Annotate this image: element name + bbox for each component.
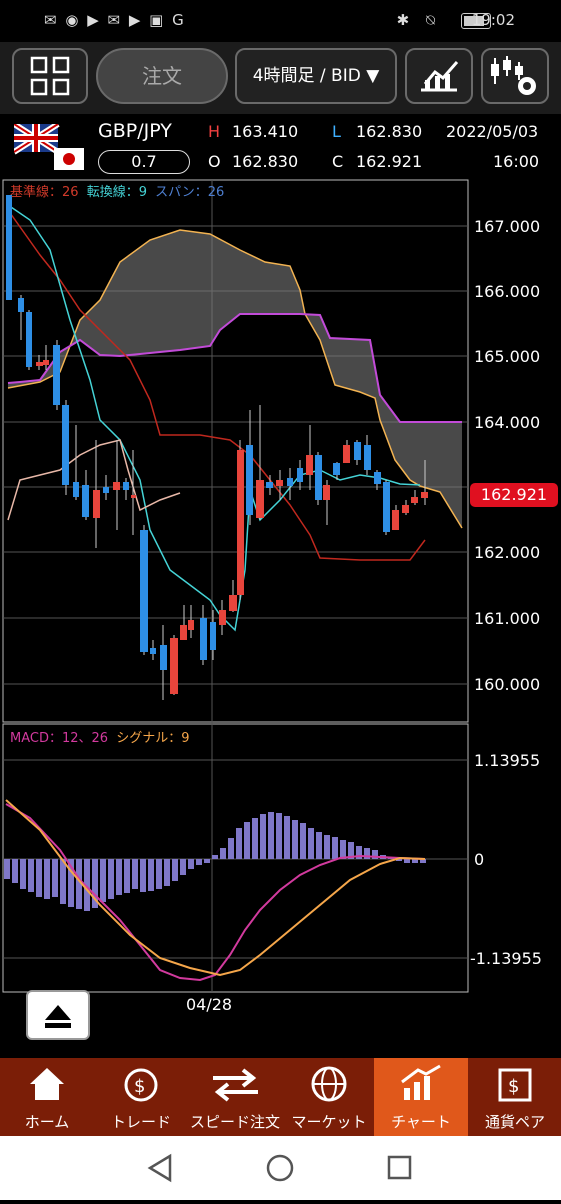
price-tick: 165.000 — [474, 347, 540, 366]
layout-grid-button[interactable] — [12, 48, 88, 104]
nav-label: 通貨ペア — [484, 1113, 545, 1131]
macd-histogram — [4, 812, 426, 911]
signal-legend-label: シグナル：9 — [116, 731, 189, 746]
svg-text:$: $ — [508, 1076, 519, 1097]
recents-icon[interactable] — [387, 1155, 412, 1180]
current-price-tag: 162.921 — [470, 483, 558, 507]
date-value: 2022/05/03 — [446, 122, 539, 141]
svg-text:$: $ — [134, 1076, 145, 1097]
chart-type-button[interactable] — [405, 48, 473, 104]
close-label: C — [332, 152, 344, 171]
currency-pair-icon: $ — [498, 1068, 532, 1102]
senkou-span-b-line — [7, 313, 462, 423]
nav-label: ホーム — [24, 1113, 70, 1131]
macd-tick: 1.13955 — [474, 751, 540, 770]
macd-legend-label: MACD：12、26 — [10, 731, 108, 746]
kijun-legend: 基準線：26 — [10, 184, 79, 200]
high-value: 163.410 — [232, 122, 299, 141]
macd-line — [5, 803, 426, 982]
nav-label: スピード注文 — [189, 1113, 280, 1131]
ichimoku-cloud — [8, 230, 462, 528]
eject-icon — [45, 1005, 71, 1028]
price-tick: 166.000 — [474, 282, 540, 301]
timeframe-dropdown[interactable]: 4時間足 / BID ▼ — [235, 48, 397, 104]
nav-chart[interactable]: チャート — [374, 1058, 468, 1136]
price-tick: 164.000 — [474, 413, 540, 432]
currency-pair-label: GBP/JPY — [98, 120, 172, 142]
home-icon — [30, 1068, 64, 1100]
speed-order-icon — [213, 1068, 258, 1102]
ichimoku-legend: 基準線：26 転換線：9 スパン：26 — [10, 184, 224, 200]
order-button[interactable]: 注文 — [96, 48, 228, 104]
grid-icon — [30, 56, 70, 96]
low-label: L — [332, 122, 341, 141]
trade-icon: $ — [124, 1068, 158, 1102]
status-bar: ✉ ◉ ▶ ✉ ▶ ▣ G ✱ ⍉ 19:02 — [0, 0, 561, 42]
home-system-icon[interactable] — [266, 1154, 294, 1182]
back-icon[interactable] — [147, 1153, 172, 1183]
low-value: 162.830 — [356, 122, 423, 141]
notification-icons: ✉ ◉ ▶ ✉ ▶ ▣ G — [44, 11, 186, 29]
macd-tick: -1.13955 — [470, 949, 542, 968]
chart-toolbar: 注文 4時間足 / BID ▼ — [0, 42, 561, 114]
tenkan-legend: 転換線：9 — [87, 184, 147, 200]
close-value: 162.921 — [356, 152, 423, 171]
price-tick: 167.000 — [474, 217, 540, 236]
candlesticks — [6, 195, 428, 700]
price-tick: 161.000 — [474, 609, 540, 628]
signal-line — [5, 799, 426, 977]
line-chart-icon — [421, 61, 459, 92]
collapse-panel-button[interactable] — [26, 990, 90, 1040]
time-value: 16:00 — [493, 152, 540, 171]
timeframe-label: 4時間足 / BID — [252, 66, 361, 86]
nav-currency-pair[interactable]: $ 通貨ペア — [468, 1058, 561, 1136]
macd-axis-labels: 1.13955 0 -1.13955 — [470, 751, 542, 968]
nav-label: トレード — [110, 1113, 171, 1131]
status-icons: ✱ ⍉ — [396, 11, 441, 29]
bottom-navigation: ホーム $ トレード スピード注文 マーケット チャート $ 通貨ペア — [0, 1058, 561, 1136]
date-axis-label: 04/28 — [186, 995, 232, 1014]
nav-speed-order[interactable]: スピード注文 — [188, 1058, 282, 1136]
macd-legend: MACD：12、26 シグナル：9 — [10, 731, 189, 746]
globe-icon — [311, 1066, 347, 1102]
chart-icon — [401, 1064, 441, 1100]
rate-info-bar: GBP/JPY 0.7 H 163.410 O 162.830 L 162.83… — [0, 114, 561, 178]
nav-label: チャート — [391, 1113, 451, 1131]
nav-market[interactable]: マーケット — [282, 1058, 376, 1136]
macd-tick: 0 — [474, 850, 484, 869]
kijun-line — [7, 209, 426, 561]
open-label: O — [208, 152, 221, 171]
nav-trade[interactable]: $ トレード — [94, 1058, 188, 1136]
chikou-span-line — [7, 439, 181, 521]
candle-gear-icon — [491, 56, 536, 95]
price-axis-labels: 167.000 166.000 165.000 164.000 162.000 … — [474, 217, 540, 694]
nav-home[interactable]: ホーム — [0, 1058, 94, 1136]
price-tick: 162.000 — [474, 543, 540, 562]
price-chart[interactable]: 基準線：26 転換線：9 スパン：26 MACD：12、26 シグナル：9 16… — [0, 178, 561, 1058]
price-tick: 160.000 — [474, 675, 540, 694]
senkou-span-a-line — [7, 229, 463, 529]
indicator-settings-button[interactable] — [481, 48, 549, 104]
lot-field[interactable]: 0.7 — [98, 150, 190, 174]
system-navigation-bar — [0, 1136, 561, 1200]
high-label: H — [208, 122, 221, 141]
span-legend: スパン：26 — [155, 185, 224, 200]
open-value: 162.830 — [232, 152, 299, 171]
status-time: 19:02 — [471, 11, 515, 29]
nav-label: マーケット — [291, 1113, 367, 1131]
chevron-down-icon: ▼ — [366, 66, 380, 86]
battery-icon — [461, 13, 491, 29]
gbp-jpy-flag-icon — [14, 124, 84, 170]
